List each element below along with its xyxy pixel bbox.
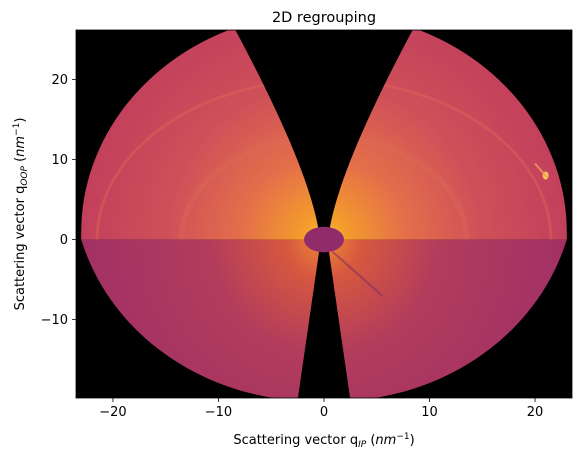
y-axis-label-prefix: Scattering vector q <box>13 186 28 311</box>
chart-title: 2D regrouping <box>272 10 376 26</box>
x-axis-label-prefix: Scattering vector q <box>233 433 358 448</box>
beamstop <box>303 226 345 253</box>
y-axis-label-subscript: OOP <box>20 165 30 185</box>
y-axis-label-exponent: −1 <box>12 123 22 136</box>
x-tick-label: −20 <box>99 405 126 420</box>
x-axis-label-close: ) <box>410 433 415 448</box>
y-tick-label: 10 <box>51 153 68 168</box>
y-tick-label: 20 <box>51 73 68 88</box>
y-axis: −10 0 10 20 <box>41 73 76 328</box>
x-axis-label-subscript: IP <box>358 440 367 450</box>
bragg-spot-streak <box>534 162 549 179</box>
x-axis-label-unit: nm <box>375 433 396 448</box>
x-axis: −20 −10 0 10 20 <box>99 398 543 420</box>
x-tick-label: 20 <box>527 405 544 420</box>
lower-half-region <box>81 239 567 398</box>
upper-half-region <box>81 30 567 240</box>
x-axis-label-open: ( <box>366 433 375 448</box>
plot-area <box>76 30 572 398</box>
y-axis-label-unit: nm <box>13 136 28 157</box>
x-tick-label: 10 <box>421 405 438 420</box>
y-axis-label-close: ) <box>13 118 28 123</box>
x-tick-label: −10 <box>205 405 232 420</box>
x-axis-label: Scattering vector qIP (nm−1) <box>233 432 414 450</box>
diffraction-streak <box>331 250 383 297</box>
x-tick-label: 0 <box>320 405 328 420</box>
y-tick-label: −10 <box>41 313 68 328</box>
y-axis-label: Scattering vector qOOP (nm−1) <box>12 118 30 311</box>
x-axis-label-exponent: −1 <box>396 432 409 442</box>
y-tick-label: 0 <box>60 233 68 248</box>
y-axis-label-open: ( <box>13 157 28 166</box>
